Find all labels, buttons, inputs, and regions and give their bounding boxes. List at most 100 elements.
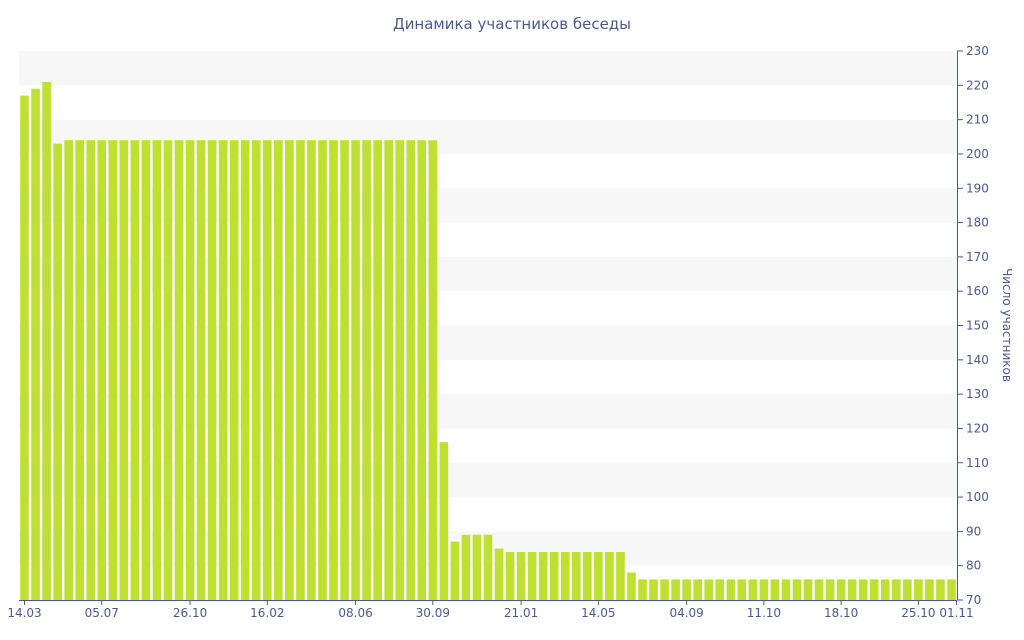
bar[interactable] bbox=[583, 551, 592, 600]
bar[interactable] bbox=[406, 140, 416, 600]
bar[interactable] bbox=[384, 140, 393, 600]
bar[interactable] bbox=[649, 579, 658, 600]
bar[interactable] bbox=[914, 579, 923, 600]
bar[interactable] bbox=[450, 541, 460, 600]
bar[interactable] bbox=[836, 579, 846, 600]
x-tick-label: 05.07 bbox=[85, 606, 119, 620]
bar[interactable] bbox=[64, 140, 73, 600]
bar[interactable] bbox=[439, 442, 449, 600]
bars bbox=[20, 81, 956, 601]
y-tick-label: 200 bbox=[966, 147, 989, 161]
bar[interactable] bbox=[340, 140, 349, 600]
y-tick-label: 230 bbox=[966, 44, 989, 58]
bar[interactable] bbox=[218, 140, 228, 600]
x-tick-label: 25.10 bbox=[901, 606, 935, 620]
bar[interactable] bbox=[803, 579, 813, 600]
bar[interactable] bbox=[251, 140, 261, 600]
bar[interactable] bbox=[869, 579, 879, 600]
y-tick-label: 120 bbox=[966, 421, 989, 435]
y-tick-label: 190 bbox=[966, 181, 989, 195]
bar[interactable] bbox=[814, 579, 824, 600]
bar[interactable] bbox=[571, 551, 581, 600]
bar[interactable] bbox=[75, 140, 84, 600]
bar[interactable] bbox=[936, 579, 945, 600]
bar[interactable] bbox=[108, 140, 118, 600]
bar[interactable] bbox=[660, 579, 669, 600]
bar[interactable] bbox=[141, 140, 151, 600]
bar[interactable] bbox=[86, 140, 96, 600]
bar[interactable] bbox=[781, 579, 791, 600]
bar[interactable] bbox=[196, 140, 206, 600]
bar[interactable] bbox=[770, 579, 780, 600]
bar[interactable] bbox=[53, 143, 62, 600]
bar[interactable] bbox=[704, 579, 714, 600]
bar[interactable] bbox=[362, 140, 371, 600]
bar[interactable] bbox=[538, 551, 548, 600]
bar[interactable] bbox=[483, 534, 493, 600]
bar[interactable] bbox=[461, 534, 471, 600]
bar[interactable] bbox=[616, 551, 625, 600]
bar[interactable] bbox=[505, 551, 515, 600]
bar[interactable] bbox=[472, 534, 482, 600]
bar[interactable] bbox=[549, 551, 559, 600]
bar[interactable] bbox=[527, 551, 537, 600]
bar[interactable] bbox=[594, 551, 603, 600]
bar[interactable] bbox=[671, 579, 680, 600]
bar[interactable] bbox=[207, 140, 217, 600]
bar[interactable] bbox=[737, 579, 747, 600]
bar[interactable] bbox=[638, 579, 647, 600]
bar[interactable] bbox=[627, 572, 636, 600]
bar[interactable] bbox=[42, 81, 51, 600]
bar[interactable] bbox=[516, 551, 526, 600]
bar[interactable] bbox=[152, 140, 162, 600]
bar[interactable] bbox=[307, 140, 316, 600]
bar[interactable] bbox=[726, 579, 736, 600]
bar[interactable] bbox=[373, 140, 382, 600]
bar[interactable] bbox=[847, 579, 857, 600]
bar[interactable] bbox=[748, 579, 758, 600]
bar[interactable] bbox=[825, 579, 835, 600]
y-tick-label: 110 bbox=[966, 456, 989, 470]
bar[interactable] bbox=[97, 140, 107, 600]
y-tick-label: 150 bbox=[966, 319, 989, 333]
bar[interactable] bbox=[715, 579, 725, 600]
y-tick-label: 210 bbox=[966, 113, 989, 127]
bar[interactable] bbox=[31, 88, 40, 601]
x-tick-label: 01.11 bbox=[939, 606, 973, 620]
bar[interactable] bbox=[240, 140, 250, 600]
bar[interactable] bbox=[858, 579, 868, 600]
x-tick-label: 04.09 bbox=[669, 606, 703, 620]
bar[interactable] bbox=[892, 579, 901, 600]
bar[interactable] bbox=[262, 140, 272, 600]
bar[interactable] bbox=[329, 140, 338, 600]
bar[interactable] bbox=[274, 140, 283, 600]
bar[interactable] bbox=[428, 140, 438, 600]
bar[interactable] bbox=[903, 579, 912, 600]
bar[interactable] bbox=[417, 140, 427, 600]
bar[interactable] bbox=[605, 551, 614, 600]
bar[interactable] bbox=[693, 579, 702, 600]
bar[interactable] bbox=[229, 140, 239, 600]
bar[interactable] bbox=[20, 95, 29, 601]
y-tick-label: 170 bbox=[966, 250, 989, 264]
bar[interactable] bbox=[318, 140, 327, 600]
bar[interactable] bbox=[119, 140, 129, 600]
bar[interactable] bbox=[296, 140, 305, 600]
bar[interactable] bbox=[494, 548, 504, 600]
bar[interactable] bbox=[395, 140, 405, 600]
bar[interactable] bbox=[925, 579, 934, 600]
bar[interactable] bbox=[285, 140, 294, 600]
bar[interactable] bbox=[682, 579, 691, 600]
bar[interactable] bbox=[174, 140, 184, 600]
bar[interactable] bbox=[759, 579, 769, 600]
bar[interactable] bbox=[880, 579, 890, 600]
bar[interactable] bbox=[947, 579, 956, 600]
bar[interactable] bbox=[351, 140, 360, 600]
bar[interactable] bbox=[560, 551, 570, 600]
bar[interactable] bbox=[163, 140, 173, 600]
bar[interactable] bbox=[792, 579, 802, 600]
bar[interactable] bbox=[185, 140, 195, 600]
bar[interactable] bbox=[130, 140, 140, 600]
